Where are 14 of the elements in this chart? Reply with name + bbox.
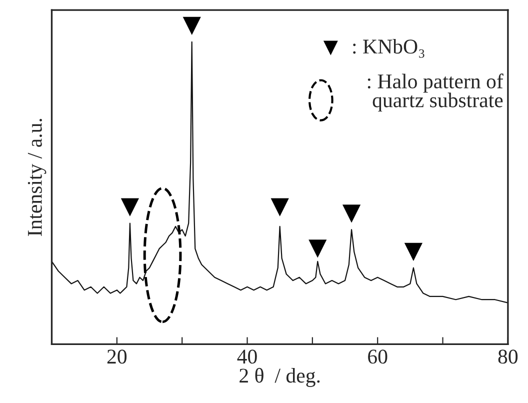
x-tick-label: 60 bbox=[368, 350, 388, 364]
point bbox=[342, 204, 361, 223]
annotation: : Halo pattern of quartz substrate bbox=[368, 74, 504, 112]
y-axis-title: Intensity / a.u. bbox=[28, 118, 46, 236]
point bbox=[270, 198, 289, 216]
x-tick-label: 80 bbox=[498, 350, 518, 364]
point bbox=[308, 240, 327, 258]
point bbox=[120, 198, 140, 216]
point bbox=[182, 16, 201, 36]
x-tick-label: 20 bbox=[107, 350, 127, 364]
x-axis-title: 2 θ / deg. bbox=[240, 368, 320, 387]
point bbox=[404, 242, 422, 261]
x-tick-label: 40 bbox=[237, 350, 257, 364]
legend-label: : KNbO₃ bbox=[353, 38, 424, 58]
